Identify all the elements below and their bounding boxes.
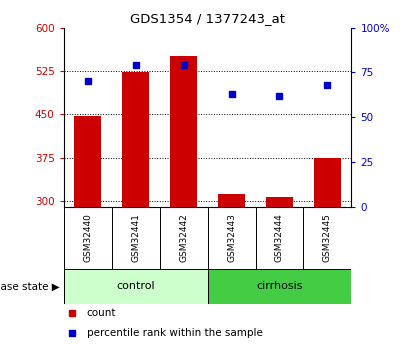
Bar [74,116,101,207]
Bar [171,56,197,207]
Text: GSM32441: GSM32441 [131,214,140,263]
Text: disease state ▶: disease state ▶ [0,282,60,291]
Bar [218,194,245,207]
Text: cirrhosis: cirrhosis [256,282,303,291]
Bar [314,158,341,207]
Text: count: count [87,308,116,318]
Title: GDS1354 / 1377243_at: GDS1354 / 1377243_at [130,12,285,25]
Bar [208,269,351,304]
Bar [266,197,293,207]
Text: control: control [116,282,155,291]
Bar [122,72,149,207]
Text: GSM32445: GSM32445 [323,214,332,263]
Text: GSM32444: GSM32444 [275,214,284,263]
Text: GSM32443: GSM32443 [227,214,236,263]
Text: percentile rank within the sample: percentile rank within the sample [87,328,263,338]
Bar [64,269,208,304]
Text: GSM32442: GSM32442 [179,214,188,263]
Text: GSM32440: GSM32440 [83,214,92,263]
